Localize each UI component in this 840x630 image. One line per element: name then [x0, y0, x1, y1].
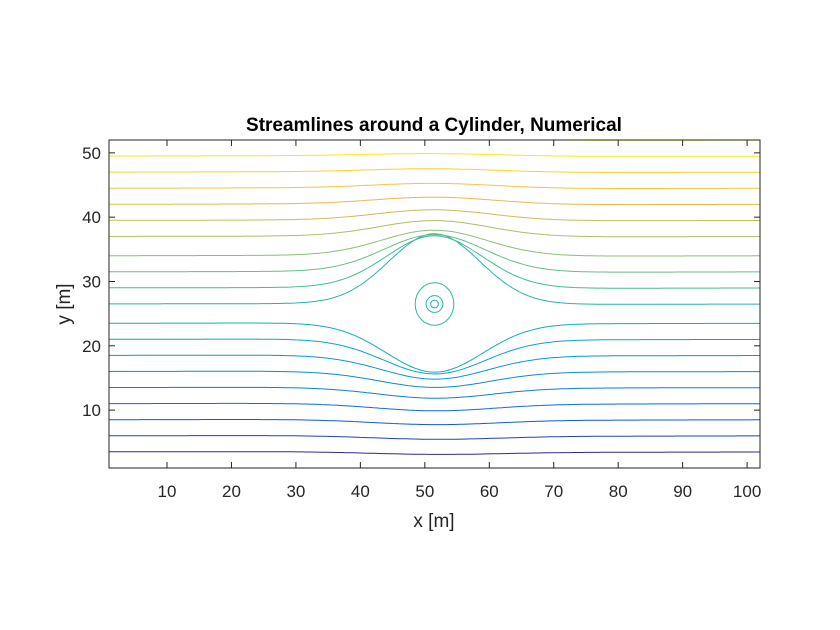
streamline-10	[109, 233, 760, 305]
streamline-4	[109, 402, 760, 412]
streamline-19	[109, 153, 760, 157]
x-tick-label: 20	[222, 482, 241, 501]
y-tick-label: 30	[82, 272, 101, 291]
streamline-15	[109, 209, 760, 222]
contour-lines	[109, 140, 760, 455]
streamline-13	[109, 229, 760, 257]
y-tick-label: 50	[82, 144, 101, 163]
x-tick-label: 80	[609, 482, 628, 501]
x-tick-label: 30	[286, 482, 305, 501]
chart-title: Streamlines around a Cylinder, Numerical	[246, 115, 622, 136]
streamline-6	[109, 370, 760, 388]
x-tick-label: 40	[351, 482, 370, 501]
streamline-8	[109, 338, 760, 375]
streamline-7	[109, 354, 760, 380]
streamline-3	[109, 419, 760, 426]
plot-frame	[108, 139, 761, 469]
x-axis-ticks: 10 20 30 40 50 60 70 80 90 100	[158, 140, 761, 501]
closed-contour-ring-2	[425, 295, 444, 313]
x-tick-label: 60	[480, 482, 499, 501]
y-axis-label: y [m]	[54, 283, 75, 324]
x-tick-label: 50	[415, 482, 434, 501]
x-tick-label: 90	[673, 482, 692, 501]
x-axis-label: x [m]	[413, 511, 454, 532]
streamline-5	[109, 386, 760, 399]
x-tick-label: 70	[544, 482, 563, 501]
streamline-14	[109, 220, 760, 238]
x-tick-label: 100	[733, 482, 761, 501]
streamline-11	[109, 235, 760, 289]
streamline-17	[109, 182, 760, 189]
x-tick-label: 10	[158, 482, 177, 501]
closed-contour-inner	[430, 299, 439, 309]
y-tick-label: 10	[82, 401, 101, 420]
streamline-1	[109, 451, 760, 455]
y-axis-ticks: 10 20 30 40 50	[82, 144, 760, 420]
y-tick-label: 40	[82, 208, 101, 227]
streamline-18	[109, 168, 760, 173]
streamline-2	[109, 435, 760, 440]
closed-contour-ring-3	[414, 282, 455, 326]
y-tick-label: 20	[82, 337, 101, 356]
streamline-16	[109, 196, 760, 206]
streamline-9	[109, 322, 760, 373]
streamline-12	[109, 234, 760, 273]
